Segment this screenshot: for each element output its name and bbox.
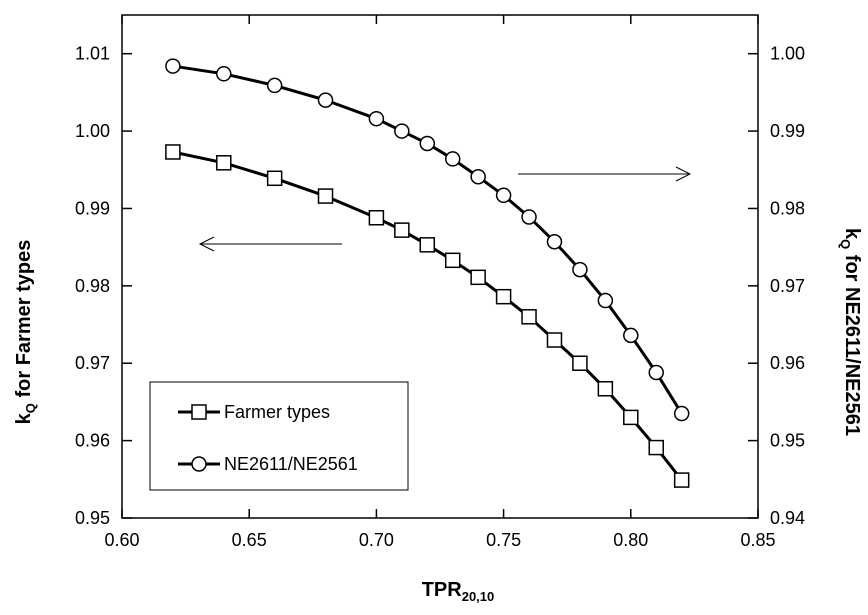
- data-point-farmer-types: [165, 144, 181, 160]
- data-point-ne2611: [470, 168, 486, 185]
- data-point-ne2611: [673, 405, 690, 422]
- right-y-tick-label: 0.98: [770, 198, 805, 218]
- data-point-farmer-types: [495, 288, 512, 305]
- data-point-farmer-types: [317, 188, 334, 204]
- data-point-ne2611: [495, 187, 512, 204]
- data-point-ne2611: [419, 135, 436, 152]
- plot-frame: [121, 14, 759, 519]
- left-y-tick-label: 0.99: [75, 198, 110, 218]
- legend-label-ne2611: NE2611/NE2561: [224, 454, 358, 474]
- data-point-farmer-types: [546, 332, 563, 348]
- right-y-tick-label: 1.00: [770, 44, 805, 64]
- data-point-ne2611: [394, 123, 410, 139]
- left-y-axis-ticks: 0.95 0.96 0.97 0.98 0.99 1.00 1.01: [75, 44, 132, 528]
- data-point-farmer-types: [572, 355, 588, 371]
- legend-item-ne2611: NE2611/NE2561: [178, 454, 358, 474]
- left-y-tick-label: 0.98: [75, 276, 110, 296]
- right-y-tick-label: 0.96: [770, 353, 805, 373]
- arrow-left-head: [198, 236, 215, 252]
- legend-circle-marker: [191, 456, 207, 472]
- left-y-tick-label: 1.00: [75, 121, 110, 141]
- data-point-farmer-types: [673, 472, 690, 488]
- right-y-axis-title: kQ for NE2611/NE2561: [838, 228, 863, 436]
- data-point-ne2611: [546, 233, 563, 250]
- data-point-farmer-types: [266, 170, 283, 187]
- right-y-tick-label: 0.97: [770, 276, 805, 296]
- right-y-axis-ticks: 0.94 0.95 0.96 0.97 0.98 0.99 1.00: [748, 44, 805, 528]
- x-tick-label: 0.75: [486, 530, 521, 550]
- data-point-farmer-types: [216, 155, 232, 171]
- x-tick-label: 0.80: [613, 530, 648, 550]
- legend-box: [149, 381, 409, 491]
- left-y-axis-title: kQ for Farmer types: [13, 240, 38, 425]
- data-point-farmer-types: [597, 381, 614, 397]
- data-point-farmer-types: [470, 269, 486, 286]
- right-y-tick-label: 0.95: [770, 431, 805, 451]
- data-point-farmer-types: [444, 252, 461, 269]
- left-y-tick-label: 0.96: [75, 431, 110, 451]
- right-y-tick-label: 0.94: [770, 508, 805, 528]
- data-point-farmer-types: [419, 237, 436, 253]
- data-point-ne2611: [521, 209, 537, 225]
- legend-square-marker: [191, 404, 207, 420]
- x-tick-label: 0.85: [740, 530, 775, 550]
- right-y-tick-label: 0.99: [770, 121, 805, 141]
- arrow-right-head: [675, 166, 692, 182]
- x-axis-title: TPR20,10: [422, 579, 495, 604]
- legend-item-farmer-types: Farmer types: [178, 402, 330, 422]
- data-point-ne2611: [216, 66, 232, 82]
- data-point-ne2611: [266, 77, 283, 94]
- data-point-ne2611: [597, 292, 614, 309]
- data-point-ne2611: [572, 261, 588, 278]
- left-y-tick-label: 0.95: [75, 508, 110, 528]
- x-tick-label: 0.60: [104, 530, 139, 550]
- data-point-ne2611: [317, 92, 334, 108]
- data-point-farmer-types: [623, 409, 639, 426]
- data-point-ne2611: [444, 151, 461, 167]
- data-point-farmer-types: [394, 222, 410, 238]
- x-tick-label: 0.70: [359, 530, 394, 550]
- data-point-farmer-types: [368, 209, 385, 226]
- data-point-ne2611: [623, 327, 639, 344]
- x-tick-label: 0.65: [232, 530, 267, 550]
- x-axis-ticks: 0.60 0.65 0.70 0.75 0.80 0.85: [104, 15, 776, 550]
- legend-label-farmer-types: Farmer types: [224, 402, 330, 422]
- data-point-farmer-types: [648, 439, 664, 456]
- data-point-ne2611: [165, 58, 181, 74]
- legend: Farmer types NE2611/NE2561: [149, 381, 409, 491]
- left-y-tick-label: 0.97: [75, 353, 110, 373]
- data-point-ne2611: [648, 364, 664, 381]
- data-point-farmer-types: [521, 309, 537, 325]
- left-y-tick-label: 1.01: [75, 44, 110, 64]
- data-point-ne2611: [368, 110, 385, 127]
- series-layer: [165, 58, 690, 488]
- annotation-arrows: [198, 166, 692, 252]
- plot-border: [121, 14, 759, 519]
